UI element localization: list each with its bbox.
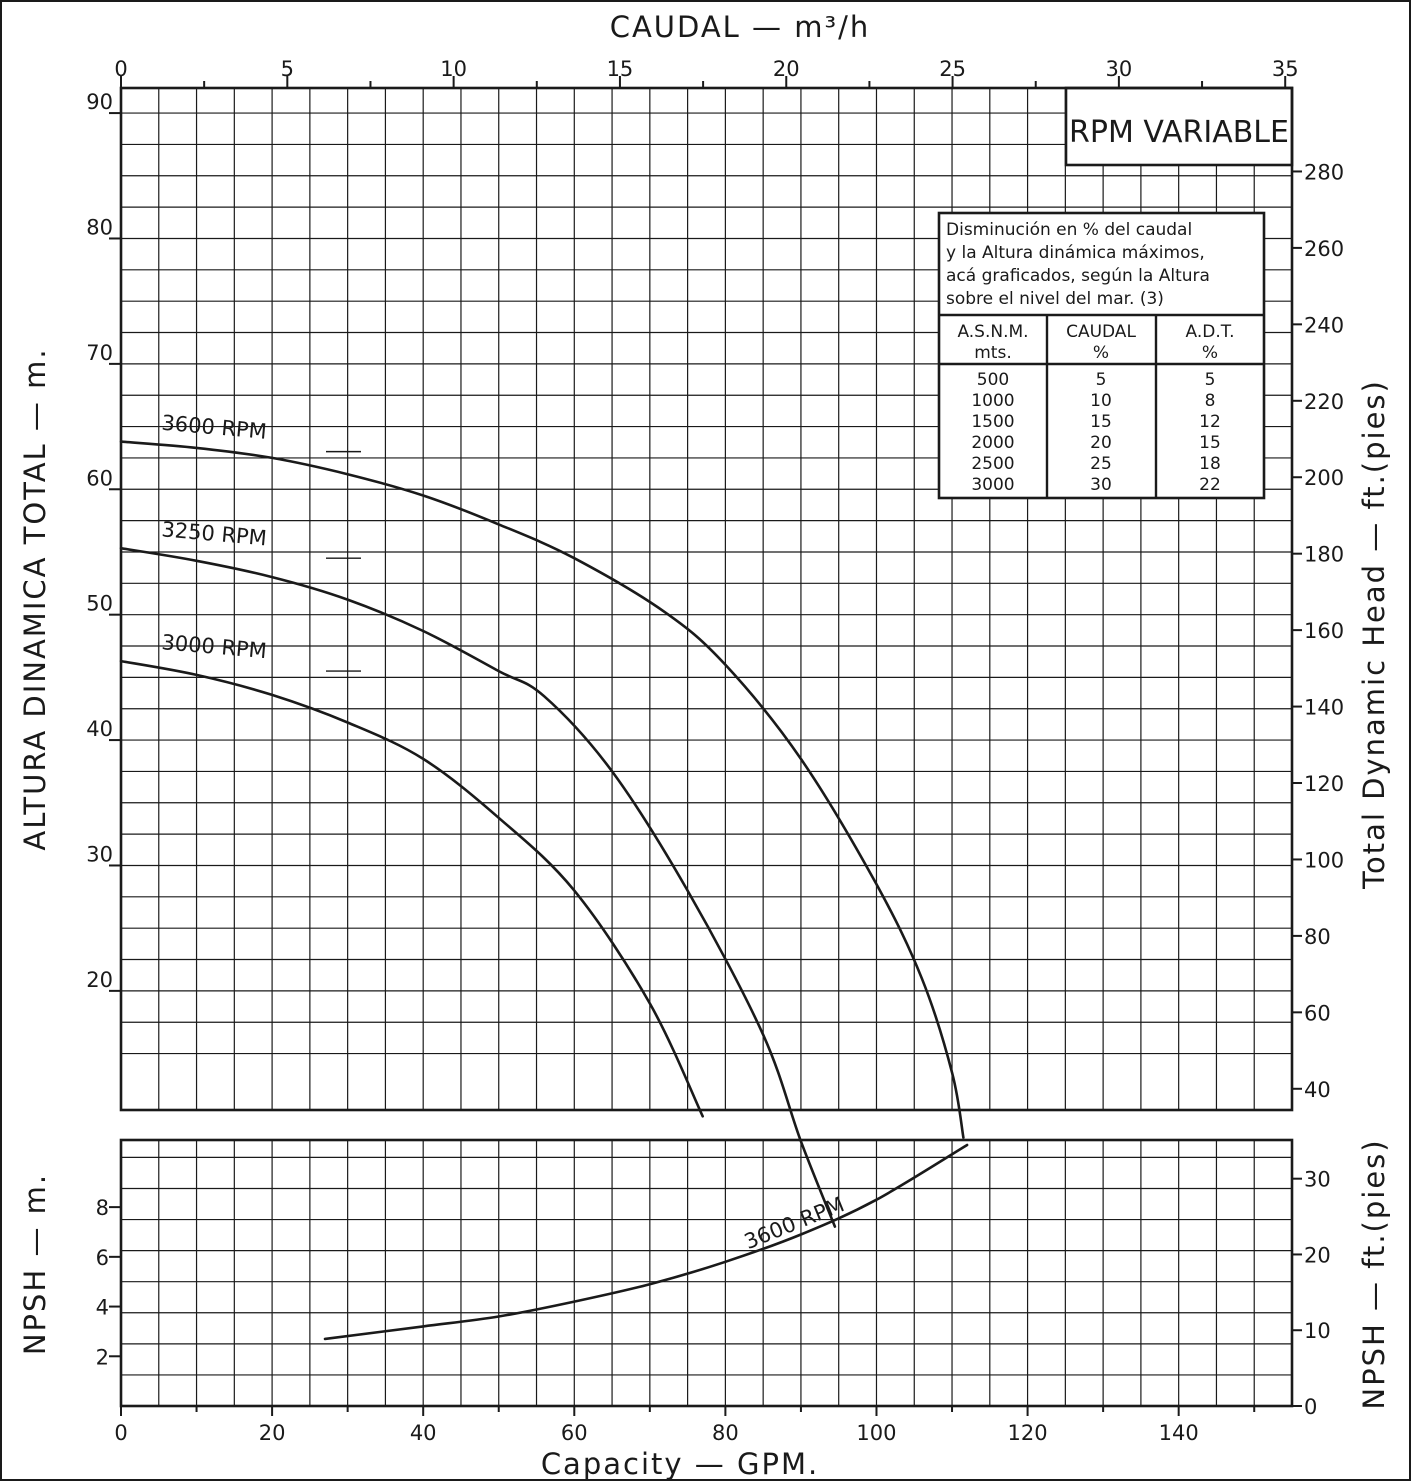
npsh-y-tick-label: 4 bbox=[96, 1296, 109, 1320]
npsh-y-tick-label: 8 bbox=[96, 1196, 109, 1220]
y-tick-label: 40 bbox=[86, 717, 113, 741]
y2-tick-label: 120 bbox=[1304, 772, 1344, 796]
x-tick-label: 40 bbox=[410, 1421, 437, 1445]
table-header-adt: A.D.T. bbox=[1186, 322, 1235, 342]
table-cell: 2000 bbox=[971, 433, 1014, 453]
npsh-left-axis-title: NPSH — m. bbox=[18, 1173, 52, 1355]
y2-tick-label: 280 bbox=[1304, 160, 1344, 184]
table-header-adt-unit: % bbox=[1202, 343, 1218, 363]
table-caption-line-2: y la Altura dinámica máximos, bbox=[946, 243, 1205, 263]
table-cell: 15 bbox=[1199, 433, 1221, 453]
series-line-3250-rpm bbox=[119, 546, 837, 1228]
table-header-caudal-unit: % bbox=[1093, 343, 1109, 363]
table-header-asnm-unit: mts. bbox=[974, 343, 1012, 363]
y2-tick-label: 180 bbox=[1304, 543, 1344, 567]
table-caption-line-4: sobre el nivel del mar. (3) bbox=[946, 289, 1164, 309]
altitude-table: Disminución en % del caudal y la Altura … bbox=[937, 211, 1266, 500]
npsh-plot-frame bbox=[119, 1138, 1294, 1408]
table-cell: 18 bbox=[1199, 454, 1221, 474]
altitude-table-frame bbox=[937, 211, 1266, 500]
x-tick-label: 100 bbox=[856, 1421, 896, 1445]
x-tick-label: 120 bbox=[1008, 1421, 1048, 1445]
table-cell: 1000 bbox=[971, 391, 1014, 411]
x-tick-label: 60 bbox=[561, 1421, 588, 1445]
table-cell: 500 bbox=[977, 370, 1009, 390]
x-top-tick-label: 30 bbox=[1106, 57, 1133, 81]
main-plot-frame bbox=[119, 86, 1294, 1112]
x-top-tick-label: 5 bbox=[281, 57, 294, 81]
y-tick-label: 30 bbox=[86, 842, 113, 866]
y-tick-label: 80 bbox=[86, 215, 113, 239]
npsh-y-tick-label: 2 bbox=[96, 1345, 109, 1369]
x-top-tick-label: 0 bbox=[114, 57, 127, 81]
y2-tick-label: 240 bbox=[1304, 313, 1344, 337]
npsh-y-tick-label: 6 bbox=[96, 1246, 109, 1270]
npsh-grid bbox=[121, 1140, 1292, 1406]
x-top-tick-label: 25 bbox=[939, 57, 966, 81]
table-cell: 8 bbox=[1205, 391, 1216, 411]
npsh-series-line bbox=[323, 1143, 969, 1341]
y2-tick-label: 40 bbox=[1304, 1078, 1331, 1102]
table-cell: 12 bbox=[1199, 412, 1221, 432]
x-top-tick-label: 10 bbox=[440, 57, 467, 81]
table-header-caudal: CAUDAL bbox=[1066, 322, 1136, 342]
table-cell: 20 bbox=[1090, 433, 1112, 453]
left-axis-title: ALTURA DINAMICA TOTAL — m. bbox=[18, 347, 52, 850]
y2-tick-label: 80 bbox=[1304, 925, 1331, 949]
table-cell: 2500 bbox=[971, 454, 1014, 474]
right-axis-title: Total Dynamic Head — ft.(pies) bbox=[1357, 379, 1391, 890]
y2-tick-label: 160 bbox=[1304, 619, 1344, 643]
series-line-3000-rpm bbox=[119, 659, 704, 1118]
npsh-y2-tick-label: 20 bbox=[1304, 1243, 1331, 1267]
y2-tick-label: 60 bbox=[1304, 1001, 1331, 1025]
y2-tick-label: 220 bbox=[1304, 390, 1344, 414]
npsh-right-axis-title: NPSH — ft.(pies) bbox=[1357, 1138, 1391, 1409]
table-header-asnm: A.S.N.M. bbox=[957, 322, 1028, 342]
x-tick-label: 80 bbox=[712, 1421, 739, 1445]
x-tick-label: 0 bbox=[114, 1421, 127, 1445]
x-top-tick-label: 20 bbox=[773, 57, 800, 81]
y2-tick-label: 260 bbox=[1304, 237, 1344, 261]
table-cell: 5 bbox=[1205, 370, 1216, 390]
bottom-axis-title: Capacity — GPM. bbox=[541, 1447, 819, 1481]
npsh-y2-tick-label: 30 bbox=[1304, 1168, 1331, 1192]
rpm-variable-box bbox=[1064, 86, 1294, 167]
table-cell: 22 bbox=[1199, 475, 1221, 495]
npsh-y2-tick-label: 0 bbox=[1304, 1395, 1317, 1419]
x-top-tick-label: 15 bbox=[607, 57, 634, 81]
table-cell: 3000 bbox=[971, 475, 1014, 495]
table-cell: 30 bbox=[1090, 475, 1112, 495]
table-caption-line-3: acá graficados, según la Altura bbox=[946, 266, 1210, 286]
table-cell: 5 bbox=[1096, 370, 1107, 390]
y-tick-label: 20 bbox=[86, 968, 113, 992]
series-line-3600-rpm bbox=[119, 440, 965, 1139]
y2-tick-label: 100 bbox=[1304, 848, 1344, 872]
table-cell: 15 bbox=[1090, 412, 1112, 432]
npsh-y2-tick-label: 10 bbox=[1304, 1319, 1331, 1343]
y2-tick-label: 200 bbox=[1304, 466, 1344, 490]
rpm-variable-label: RPM VARIABLE bbox=[1069, 115, 1289, 150]
x-tick-label: 20 bbox=[259, 1421, 286, 1445]
x-top-tick-label: 35 bbox=[1272, 57, 1299, 81]
x-tick-label: 140 bbox=[1159, 1421, 1199, 1445]
y2-tick-label: 140 bbox=[1304, 696, 1344, 720]
y-tick-label: 70 bbox=[86, 341, 113, 365]
y-tick-label: 50 bbox=[86, 592, 113, 616]
table-cell: 1500 bbox=[971, 412, 1014, 432]
y-tick-label: 60 bbox=[86, 466, 113, 490]
table-cell: 10 bbox=[1090, 391, 1112, 411]
top-axis-title: CAUDAL — m³/h bbox=[610, 10, 871, 44]
table-caption-line-1: Disminución en % del caudal bbox=[946, 220, 1192, 240]
y-tick-label: 90 bbox=[86, 90, 113, 114]
table-cell: 25 bbox=[1090, 454, 1112, 474]
